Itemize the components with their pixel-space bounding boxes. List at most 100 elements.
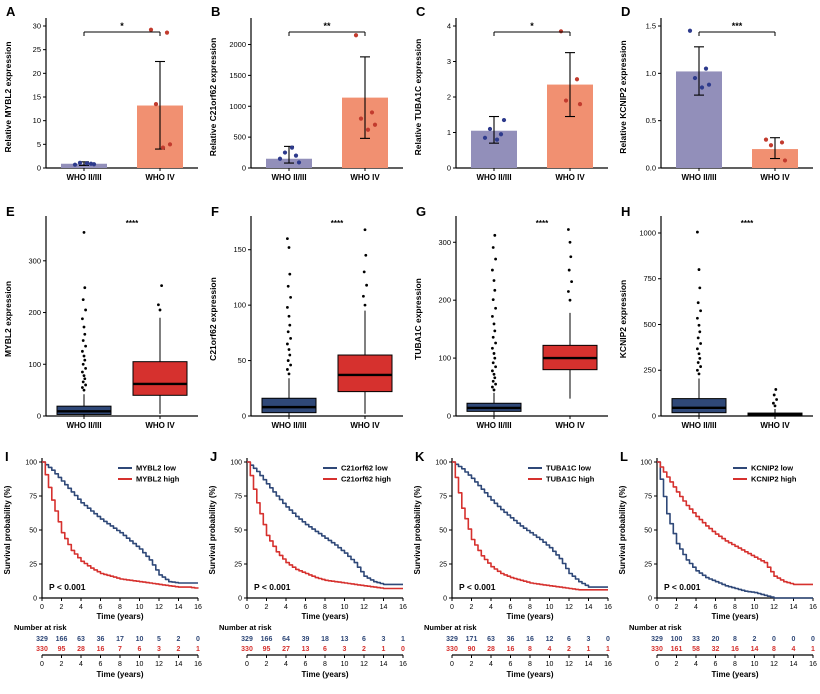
panel-E-box-mybl2: E MYBL2 expression 0 100 200 300 WHO II/III WHO… — [0, 200, 205, 448]
outlier-point — [492, 322, 496, 326]
svg-text:3: 3 — [157, 646, 161, 653]
svg-text:2: 2 — [265, 604, 269, 611]
svg-text:4: 4 — [284, 604, 288, 611]
outlier-point — [491, 268, 494, 272]
svg-text:P < 0.001: P < 0.001 — [254, 582, 291, 592]
svg-text:16: 16 — [809, 661, 817, 668]
svg-text:C21orf62 high: C21orf62 high — [341, 475, 391, 484]
svg-text:10: 10 — [136, 636, 144, 643]
svg-text:12: 12 — [155, 661, 163, 668]
panel-K-km-tuba1c: K Survival probability (%) 0 25 50 75 100 0 2 4 6 8… — [410, 448, 615, 694]
svg-text:330: 330 — [446, 646, 458, 653]
svg-text:0: 0 — [811, 636, 815, 643]
svg-text:5: 5 — [37, 140, 41, 149]
svg-text:2: 2 — [60, 604, 64, 611]
svg-text:**: ** — [323, 21, 331, 31]
panel-L-km-kcnip2: L Survival probability (%) 0 25 50 75 100 0 2 4 6 8… — [615, 448, 820, 694]
svg-text:KCNIP2 low: KCNIP2 low — [751, 464, 793, 473]
svg-text:0: 0 — [792, 636, 796, 643]
svg-text:0: 0 — [655, 604, 659, 611]
outlier-point — [365, 283, 368, 287]
outlier-point — [81, 339, 85, 342]
panel-J-km-c21orf62: J Survival probability (%) 0 25 50 75 100 0 2 4 6 8… — [205, 448, 410, 694]
svg-text:100: 100 — [671, 636, 683, 643]
svg-text:2: 2 — [470, 604, 474, 611]
svg-text:2: 2 — [265, 661, 269, 668]
svg-text:1000: 1000 — [229, 102, 246, 111]
data-point — [160, 145, 166, 150]
svg-text:12: 12 — [565, 604, 573, 611]
svg-text:100: 100 — [438, 354, 451, 363]
svg-text:750: 750 — [643, 274, 656, 283]
svg-text:Time (years): Time (years) — [712, 612, 759, 621]
svg-text:Relative MYBL2 expression: Relative MYBL2 expression — [3, 41, 13, 152]
outlier-point — [697, 352, 701, 356]
svg-text:8: 8 — [118, 604, 122, 611]
outlier-point — [83, 286, 87, 290]
outlier-point — [494, 257, 497, 261]
svg-text:2: 2 — [177, 646, 181, 653]
svg-text:16: 16 — [604, 661, 612, 668]
outlier-point — [286, 237, 289, 241]
outlier-point — [772, 401, 775, 405]
svg-text:36: 36 — [97, 636, 105, 643]
outlier-point — [494, 382, 497, 386]
svg-text:2: 2 — [447, 93, 451, 102]
outlier-point — [697, 323, 701, 327]
outlier-point — [82, 388, 86, 392]
svg-text:Relative C21orf62 expression: Relative C21orf62 expression — [208, 38, 218, 157]
svg-text:75: 75 — [644, 494, 652, 501]
svg-text:25: 25 — [29, 562, 37, 569]
svg-text:****: **** — [536, 219, 549, 228]
box-WHO IV — [132, 361, 188, 396]
svg-text:****: **** — [331, 219, 344, 228]
data-point — [365, 127, 371, 132]
svg-text:0: 0 — [652, 412, 656, 421]
outlier-point — [83, 332, 87, 336]
svg-text:WHO II/III: WHO II/III — [476, 421, 511, 430]
outlier-point — [287, 314, 291, 318]
outlier-point — [289, 337, 292, 340]
box-WHO II/III — [261, 397, 317, 414]
svg-text:36: 36 — [507, 636, 515, 643]
svg-text:17: 17 — [116, 636, 124, 643]
svg-text:2: 2 — [753, 636, 757, 643]
outlier-point — [568, 240, 572, 244]
svg-text:300: 300 — [438, 238, 451, 247]
svg-text:13: 13 — [341, 636, 349, 643]
svg-text:0: 0 — [37, 164, 41, 173]
svg-text:75: 75 — [439, 494, 447, 501]
data-point — [687, 28, 693, 33]
data-point — [289, 145, 295, 150]
outlier-point — [494, 365, 497, 369]
outlier-point — [696, 316, 699, 320]
svg-text:Time (years): Time (years) — [507, 670, 554, 679]
chart-H: H KCNIP2 expression 0 250 500 750 1000 WHO II/I… — [618, 204, 813, 430]
box-WHO IV — [337, 354, 393, 393]
svg-text:4: 4 — [548, 646, 552, 653]
svg-text:6: 6 — [304, 604, 308, 611]
outlier-point — [772, 393, 776, 397]
km-curve-MYBL2 low — [42, 461, 198, 584]
outlier-point — [696, 301, 700, 305]
svg-text:3: 3 — [343, 646, 347, 653]
svg-text:0: 0 — [606, 636, 610, 643]
svg-text:100: 100 — [233, 301, 246, 310]
svg-text:330: 330 — [651, 646, 663, 653]
data-point — [153, 102, 159, 107]
svg-text:12: 12 — [360, 604, 368, 611]
svg-text:*: * — [120, 21, 124, 31]
svg-text:6: 6 — [138, 646, 142, 653]
svg-text:16: 16 — [604, 604, 612, 611]
data-point — [768, 143, 774, 148]
outlier-point — [82, 374, 86, 378]
svg-text:WHO II/III: WHO II/III — [476, 173, 511, 182]
chart-G: G TUBA1C expression 0 100 200 300 WHO II/III WH… — [413, 204, 608, 430]
svg-text:330: 330 — [241, 646, 253, 653]
outlier-point — [81, 298, 85, 301]
svg-text:7: 7 — [118, 646, 122, 653]
panel-I-km-mybl2: I Survival probability (%) 0 25 50 75 100 0 2 4 6 8… — [0, 448, 205, 694]
svg-text:10: 10 — [751, 604, 759, 611]
outlier-point — [491, 369, 494, 373]
